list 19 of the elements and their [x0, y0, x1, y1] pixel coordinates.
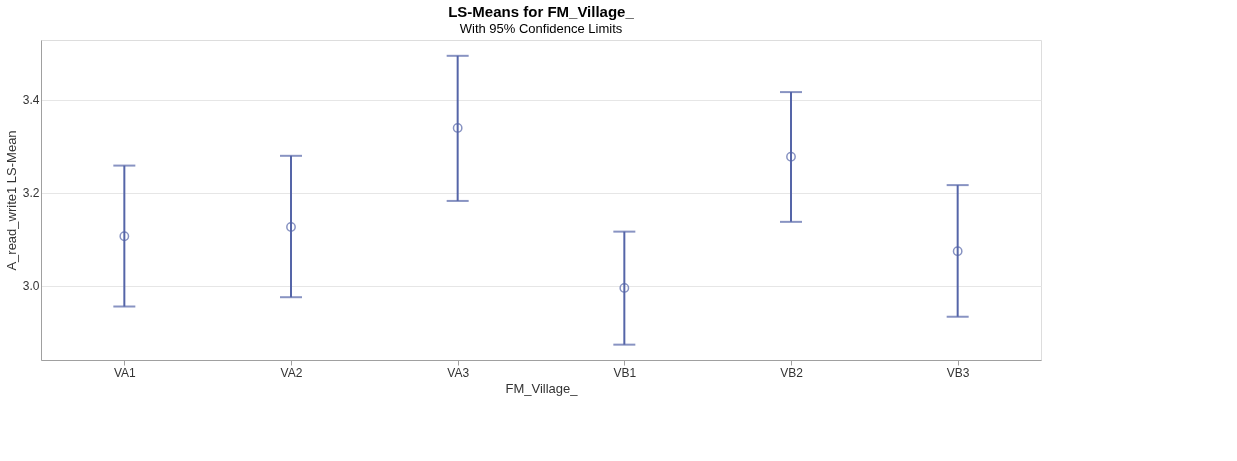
y-axis-title: A_read_write1 LS-Mean: [3, 130, 19, 271]
x-tick-label: VA2: [280, 365, 303, 380]
x-axis-title: FM_Village_: [505, 380, 579, 396]
point: [452, 122, 463, 133]
chart-title: LS-Means for FM_Village_: [448, 3, 635, 20]
point: [952, 246, 963, 257]
x-tick-label: VB1: [613, 365, 637, 380]
point: [119, 231, 130, 242]
point: [786, 151, 796, 162]
x-tick-label: VB2: [780, 365, 804, 380]
x-tick-label: VB3: [946, 365, 970, 380]
chart-subtitle: With 95% Confidence Limits: [459, 21, 623, 36]
point: [619, 282, 630, 293]
point: [286, 222, 296, 232]
y-tick-label: 3.0: [22, 279, 40, 294]
y-tick-label: 3.4: [22, 93, 40, 108]
x-tick-label: VA1: [113, 365, 137, 380]
x-tick-label: VA3: [447, 365, 470, 380]
y-tick-label: 3.2: [22, 186, 40, 201]
